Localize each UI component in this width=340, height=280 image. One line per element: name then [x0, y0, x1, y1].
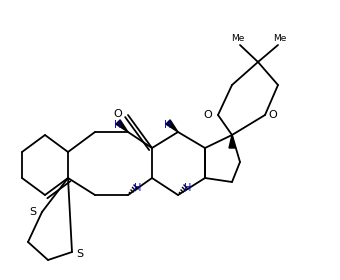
Polygon shape	[229, 135, 235, 148]
Text: Me: Me	[231, 34, 245, 43]
Text: H: H	[164, 120, 172, 130]
Text: H: H	[114, 120, 122, 130]
Text: O: O	[268, 110, 277, 120]
Text: O: O	[203, 110, 212, 120]
Text: O: O	[113, 109, 122, 119]
Text: S: S	[76, 249, 83, 259]
Text: S: S	[29, 207, 36, 217]
Text: H: H	[184, 183, 192, 193]
Text: Me: Me	[273, 34, 287, 43]
Polygon shape	[116, 120, 128, 132]
Polygon shape	[166, 120, 178, 132]
Text: H: H	[134, 183, 142, 193]
